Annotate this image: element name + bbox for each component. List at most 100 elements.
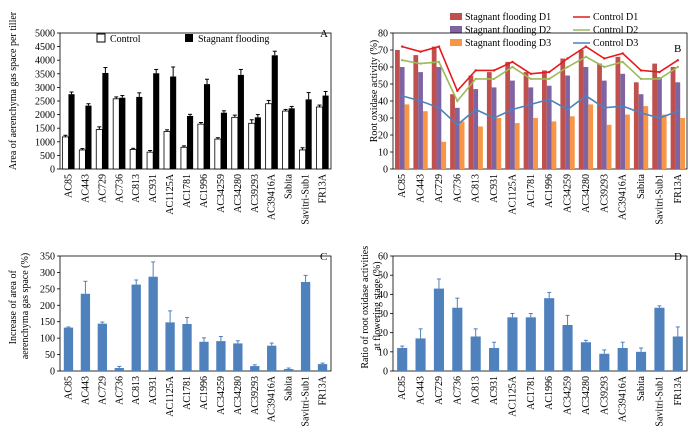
- line-point: [639, 111, 643, 115]
- panel-c-plot: 0 50 100 150 200 250 300 350 AC85 AC443 AC729 AC736…: [40, 252, 332, 427]
- line-series-1: [401, 45, 679, 93]
- legend-control-label: Control: [110, 34, 141, 45]
- panel-d: D Ratio of root oxidase activities at fl…: [360, 243, 682, 369]
- bar: [265, 103, 273, 170]
- y-tick-label: 300: [40, 268, 55, 279]
- y-tick-label: 10: [378, 347, 388, 358]
- bar: [220, 112, 228, 169]
- x-tick-label: AC85: [63, 174, 74, 198]
- bar: [680, 118, 685, 169]
- x-tick-label: AC931: [489, 174, 500, 203]
- panel-c: C Increase of area of aerenchyma gas spa…: [8, 251, 327, 359]
- x-tick-label: FR13A: [673, 375, 684, 405]
- panel-label-d: D: [674, 251, 682, 263]
- bar: [163, 131, 171, 170]
- legend-c-d1-label: Control D1: [593, 12, 638, 23]
- x-tick-label: AC34259: [216, 376, 227, 415]
- legend-control-swatch: [96, 33, 106, 43]
- panel-b-legend: Stagnant flooding D1 Stagnant flooding D…: [450, 12, 638, 49]
- bar: [288, 108, 295, 169]
- x-tick-label: AC931: [148, 376, 159, 405]
- bar: [112, 98, 120, 170]
- x-tick-label: FR13A: [673, 173, 684, 203]
- bar: [165, 322, 175, 371]
- bar: [505, 61, 511, 169]
- x-tick-label: AC85: [397, 174, 408, 198]
- bar: [197, 123, 205, 170]
- line-point: [566, 65, 569, 69]
- bar: [459, 121, 465, 169]
- bar: [514, 123, 520, 169]
- x-tick-label: AC443: [416, 376, 427, 405]
- legend-sf-d2-swatch: [450, 26, 462, 33]
- bar: [565, 75, 570, 169]
- bar: [404, 104, 410, 169]
- bar: [601, 80, 607, 169]
- bar: [114, 368, 124, 371]
- x-tick-label: AC1125A: [507, 375, 518, 417]
- line-point: [492, 69, 496, 72]
- x-tick-label: AC443: [80, 174, 91, 203]
- x-tick-label: AC443: [80, 376, 91, 405]
- line-point: [547, 70, 551, 74]
- x-tick-label: AC39293: [250, 174, 261, 213]
- panel-a-plot: 0 500 1000 1500 2000 2500 3000 3500 4000 4500 5000…: [35, 29, 332, 225]
- bar: [97, 323, 108, 371]
- bar: [657, 77, 662, 169]
- line-point: [603, 106, 606, 110]
- panel-b: B Root oxidase activity (%) Stagnant flo…: [369, 12, 681, 142]
- bar: [214, 138, 222, 170]
- line-point: [456, 89, 459, 93]
- legend-sf-d1-label: Stagnant flooding D1: [465, 12, 551, 23]
- bar: [486, 72, 492, 169]
- x-tick-label: AC39293: [599, 376, 610, 415]
- y-tick-label: 250: [40, 284, 55, 295]
- y-tick-label: 0: [50, 165, 55, 176]
- line-point: [492, 77, 496, 81]
- legend-c-d3-label: Control D3: [593, 38, 638, 49]
- bar: [78, 149, 86, 170]
- x-tick-label: AC39293: [250, 376, 261, 415]
- bar: [583, 67, 589, 169]
- y-tick-label: 1500: [35, 124, 55, 135]
- line-point: [621, 52, 624, 55]
- x-tick-label: Sabita: [284, 173, 295, 199]
- line-point: [529, 72, 533, 76]
- bar: [418, 72, 423, 169]
- bar: [180, 146, 188, 170]
- line-point: [437, 45, 441, 48]
- bar: [199, 341, 209, 371]
- bar: [654, 307, 665, 371]
- y-tick-label: 350: [40, 252, 55, 263]
- bar: [569, 116, 575, 169]
- x-tick-label: AC39416A: [618, 375, 629, 422]
- bar: [316, 106, 323, 170]
- x-tick-label: AC1996: [199, 376, 210, 410]
- line-point: [566, 57, 569, 60]
- bar: [496, 118, 502, 169]
- x-tick-label: AC729: [97, 376, 108, 405]
- bar: [588, 104, 594, 169]
- line-point: [511, 60, 514, 64]
- bar: [282, 110, 290, 170]
- line-series-3: [401, 94, 679, 126]
- bar: [182, 324, 192, 371]
- y-tick-label: 5000: [35, 29, 55, 40]
- y-tick-label: 50: [378, 80, 388, 91]
- y-tick-label: 150: [40, 317, 55, 328]
- line-point: [437, 60, 441, 64]
- x-tick-label: AC39416A: [267, 173, 278, 220]
- panel-c-ylabel-line2: aerenchyma gas space (%): [20, 253, 31, 359]
- bar: [413, 55, 419, 169]
- bar: [491, 87, 497, 169]
- bar: [80, 293, 91, 371]
- bar: [267, 345, 277, 371]
- bar: [119, 97, 126, 169]
- bar: [525, 317, 536, 371]
- panel-a: A Area of aerenchyma gas space per tille…: [8, 11, 328, 170]
- line-point: [603, 65, 606, 69]
- bar: [452, 307, 463, 371]
- panel-d-ylabel: Ratio of root oxidase activities at flow…: [360, 243, 383, 368]
- x-tick-label: AC85: [63, 376, 74, 400]
- bar: [63, 327, 74, 371]
